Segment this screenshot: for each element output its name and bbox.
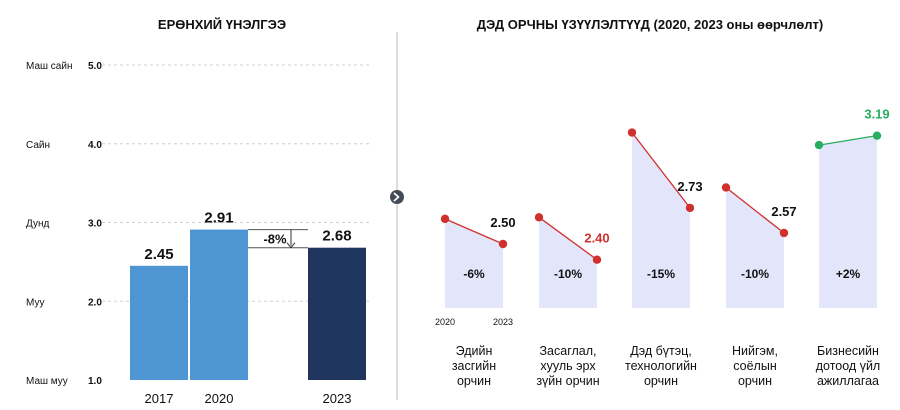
series-name-label: Засаглал, хууль эрх зүйн орчин [536, 344, 599, 388]
series-group: 2.57 -10% [721, 183, 797, 308]
y-level-label: Дунд [26, 219, 50, 230]
series-group: 2.73 -15% [627, 128, 703, 308]
overall-score-chart: ЕРӨНХИЙ ҮНЭЛГЭЭ 1.0 Маш муу 2.0 Муу 3.0 Дунд 4.… [26, 17, 370, 406]
x-tick-label: 2020 [435, 317, 455, 327]
series-change-label: +2% [836, 267, 861, 281]
series-point-2020 [627, 128, 637, 137]
series-line [631, 132, 691, 209]
chart-title: ЕРӨНХИЙ ҮНЭЛГЭЭ [158, 17, 286, 32]
y-level-label: Маш муу [26, 376, 68, 387]
series-line [725, 186, 785, 234]
series-change-label: -15% [647, 267, 675, 281]
chevron-glyph [393, 192, 400, 202]
series-point-2020 [814, 140, 824, 150]
series-name-label: Бизнесийн дотоод үйл ажиллагаа [816, 344, 880, 388]
series-end-value: 2.50 [490, 215, 515, 230]
series-end-value: 2.57 [771, 204, 796, 219]
series-point-2023 [592, 255, 602, 264]
sub-environment-chart: ДЭД ОРЧНЫ ҮЗҮҮЛЭЛТҮҮД (2020, 2023 оны өө… [435, 17, 890, 388]
bar-value-label: 2.45 [144, 246, 173, 263]
series-area [539, 217, 597, 308]
series-area [632, 132, 690, 308]
series-name-label: Эдийн засгийн орчин [452, 344, 496, 388]
series-point-2020 [440, 214, 450, 224]
bar-2023 [308, 247, 366, 380]
y-tick-label: 1.0 [88, 376, 102, 387]
x-tick-label: 2023 [493, 317, 513, 327]
series-line [444, 218, 504, 245]
series-name-label: Нийгэм, соёлын орчин [732, 344, 778, 388]
series-group: 3.19 +2% [814, 107, 890, 308]
series-end-value: 2.73 [677, 179, 702, 194]
y-level-label: Сайн [26, 140, 50, 151]
series-end-value: 3.19 [864, 107, 889, 122]
series-change-label: -10% [741, 267, 769, 281]
series-change-label: -10% [554, 267, 582, 281]
series-area [445, 218, 503, 308]
series-point-2023 [872, 131, 882, 140]
bar-2017 [130, 265, 188, 380]
y-tick-label: 2.0 [88, 297, 102, 308]
series-end-value: 2.40 [584, 231, 609, 246]
y-tick-label: 4.0 [88, 140, 102, 151]
series-group: 2.50 -6% [440, 214, 516, 308]
y-level-label: Муу [26, 297, 44, 308]
bar-value-label: 2.91 [204, 210, 233, 227]
bar-value-label: 2.68 [322, 228, 351, 245]
series-change-label: -6% [463, 267, 485, 281]
x-tick-label: 2017 [145, 391, 174, 406]
series-area [819, 135, 877, 308]
series-line [538, 216, 598, 261]
series-area [726, 187, 784, 308]
series-group: 2.40 -10% [534, 213, 610, 308]
chart-title: ДЭД ОРЧНЫ ҮЗҮҮЛЭЛТҮҮД (2020, 2023 оны өө… [477, 17, 824, 32]
change-arrow-head [286, 242, 296, 249]
series-name-label: Дэд бүтэц, технологийн орчин [625, 344, 697, 388]
series-line [818, 135, 878, 146]
y-tick-label: 5.0 [88, 61, 102, 72]
y-tick-label: 3.0 [88, 219, 102, 230]
series-point-2020 [721, 183, 731, 192]
bar-2020 [190, 229, 248, 380]
series-point-2020 [534, 213, 544, 222]
series-point-2023 [779, 228, 789, 238]
x-tick-label: 2023 [323, 391, 352, 406]
toggle-button-circle [390, 190, 404, 204]
x-tick-label: 2020 [205, 391, 234, 406]
change-label: -8% [263, 232, 287, 247]
y-level-label: Маш сайн [26, 61, 72, 72]
series-point-2023 [498, 239, 508, 249]
series-point-2023 [685, 203, 695, 213]
chevron-right-icon[interactable] [390, 190, 404, 204]
